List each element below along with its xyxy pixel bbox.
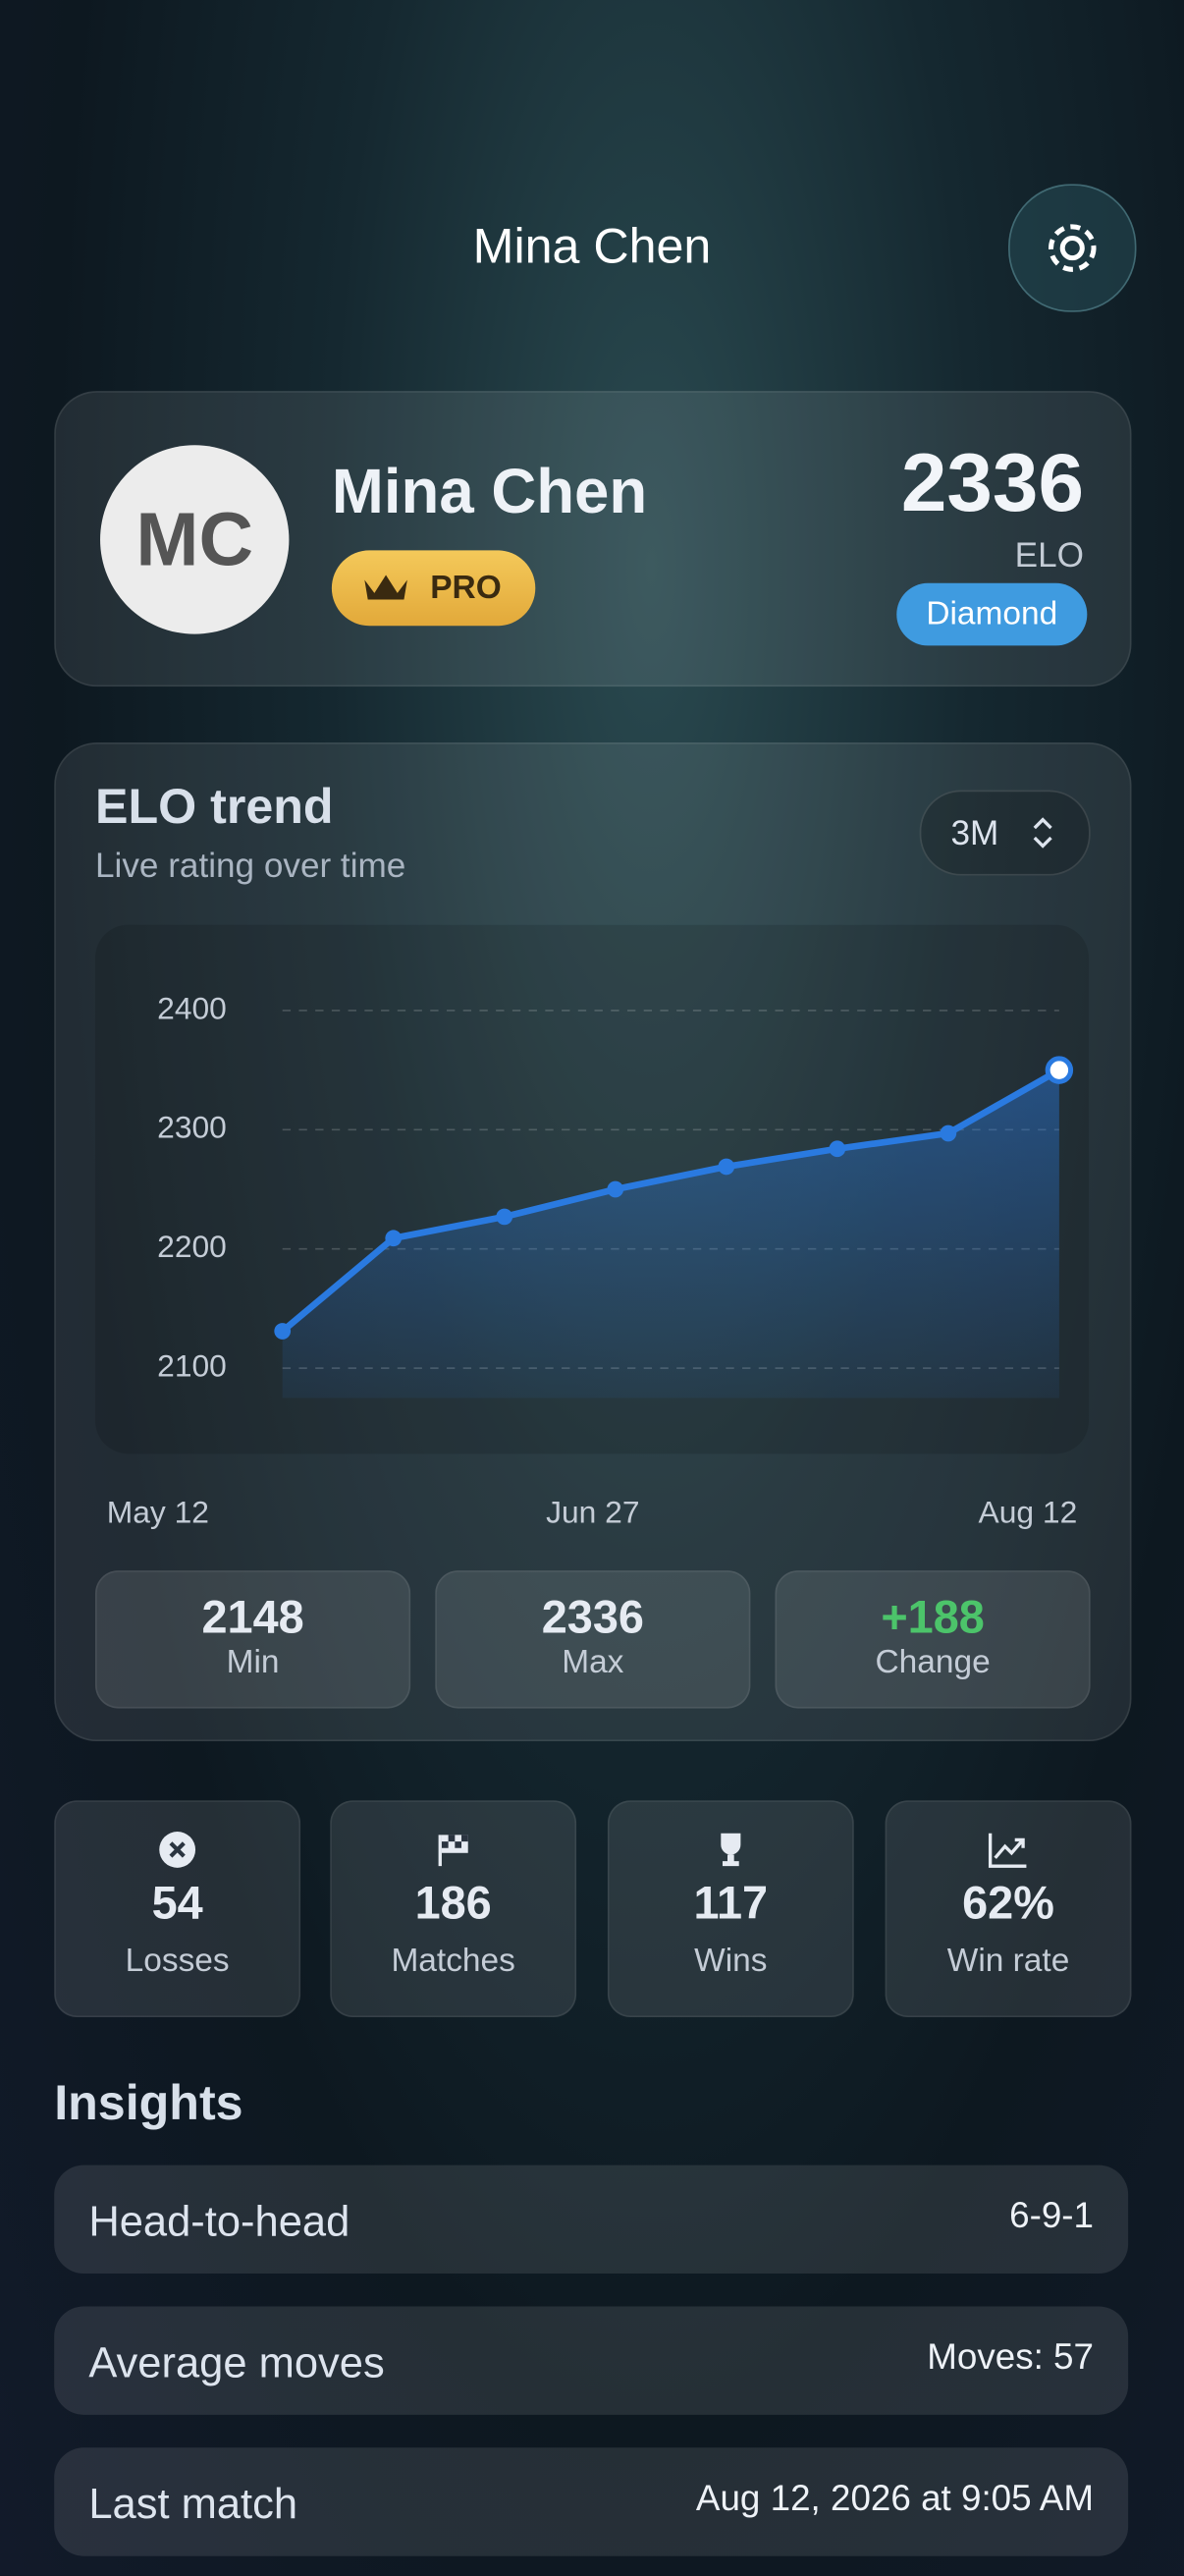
point xyxy=(718,1158,735,1176)
range-text: 3M xyxy=(950,814,999,853)
point xyxy=(607,1180,624,1198)
point xyxy=(940,1124,957,1142)
pro-badge: PRO xyxy=(331,550,536,627)
stat-label: Change xyxy=(875,1644,991,1681)
x-icon xyxy=(159,1832,196,1868)
point xyxy=(829,1140,846,1158)
x-label: Jun 27 xyxy=(546,1496,640,1531)
tier-badge: Diamond xyxy=(896,582,1088,646)
stat-value: +188 xyxy=(881,1591,985,1643)
point xyxy=(496,1208,513,1226)
chevron-icon xyxy=(1033,817,1052,849)
crown-icon xyxy=(364,575,407,600)
tile-wins: 117 Wins xyxy=(607,1800,854,2018)
insight-label: Average moves xyxy=(88,2337,385,2387)
tile-matches: 186 Matches xyxy=(330,1800,577,2018)
y-tick-label: 2100 xyxy=(157,1347,227,1383)
insight-value: 6-9-1 xyxy=(1009,2194,1095,2236)
stat-change: +188 Change xyxy=(775,1570,1091,1709)
tile-label: Matches xyxy=(391,1943,515,1980)
insight-value: Aug 12, 2026 at 9:05 AM xyxy=(695,2477,1095,2519)
header-title: Mina Chen xyxy=(472,220,712,275)
point xyxy=(1045,1056,1074,1084)
y-tick-label: 2200 xyxy=(157,1229,227,1264)
gear-icon xyxy=(1049,224,1097,272)
elo-title: ELO trend xyxy=(95,780,334,835)
flag-icon xyxy=(438,1835,468,1867)
stat-value: 2148 xyxy=(201,1591,304,1643)
stat-value: 2336 xyxy=(541,1591,644,1643)
tile-label: Losses xyxy=(125,1943,230,1980)
insights-title: Insights xyxy=(54,2076,243,2131)
stat-label: Max xyxy=(562,1644,624,1681)
rating-label: ELO xyxy=(1014,536,1084,575)
tile-losses: 54 Losses xyxy=(54,1800,301,2018)
profile-card: MC Mina Chen PRO 2336 ELO Diamond xyxy=(54,391,1132,687)
insight-row: Head-to-head 6-9-1 xyxy=(54,2165,1129,2274)
tile-value: 54 xyxy=(151,1877,203,1929)
settings-button[interactable] xyxy=(1008,184,1137,312)
tile-winrate: 62% Win rate xyxy=(885,1800,1132,2018)
insight-value: Moves: 57 xyxy=(927,2335,1095,2378)
insight-row: Last match Aug 12, 2026 at 9:05 AM xyxy=(54,2447,1129,2556)
tile-label: Wins xyxy=(694,1943,768,1980)
badge-text: PRO xyxy=(430,570,502,607)
x-label: May 12 xyxy=(106,1496,209,1531)
tile-label: Win rate xyxy=(946,1943,1070,1980)
insight-label: Head-to-head xyxy=(88,2196,350,2246)
avatar: MC xyxy=(100,445,290,634)
stat-min: 2148 Min xyxy=(95,1570,411,1709)
tile-value: 62% xyxy=(962,1877,1054,1929)
elo-subtitle: Live rating over time xyxy=(95,848,406,886)
profile-name: Mina Chen xyxy=(331,458,648,527)
trend-icon xyxy=(988,1833,1027,1868)
rating: 2336 xyxy=(900,436,1084,529)
y-tick-label: 2300 xyxy=(157,1110,227,1145)
stat-label: Min xyxy=(226,1644,280,1681)
stat-max: 2336 Max xyxy=(435,1570,751,1709)
line xyxy=(280,1067,1061,1335)
point xyxy=(274,1323,292,1340)
area xyxy=(282,1069,1059,1398)
point xyxy=(385,1230,403,1247)
range-picker[interactable]: 3M xyxy=(919,790,1091,876)
insight-row: Average moves Moves: 57 xyxy=(54,2306,1129,2415)
trophy-icon xyxy=(721,1833,741,1867)
y-tick-label: 2400 xyxy=(157,990,227,1025)
insight-label: Last match xyxy=(88,2479,298,2529)
tile-value: 186 xyxy=(414,1877,492,1929)
tile-value: 117 xyxy=(693,1877,769,1929)
x-label: Aug 12 xyxy=(978,1496,1078,1531)
